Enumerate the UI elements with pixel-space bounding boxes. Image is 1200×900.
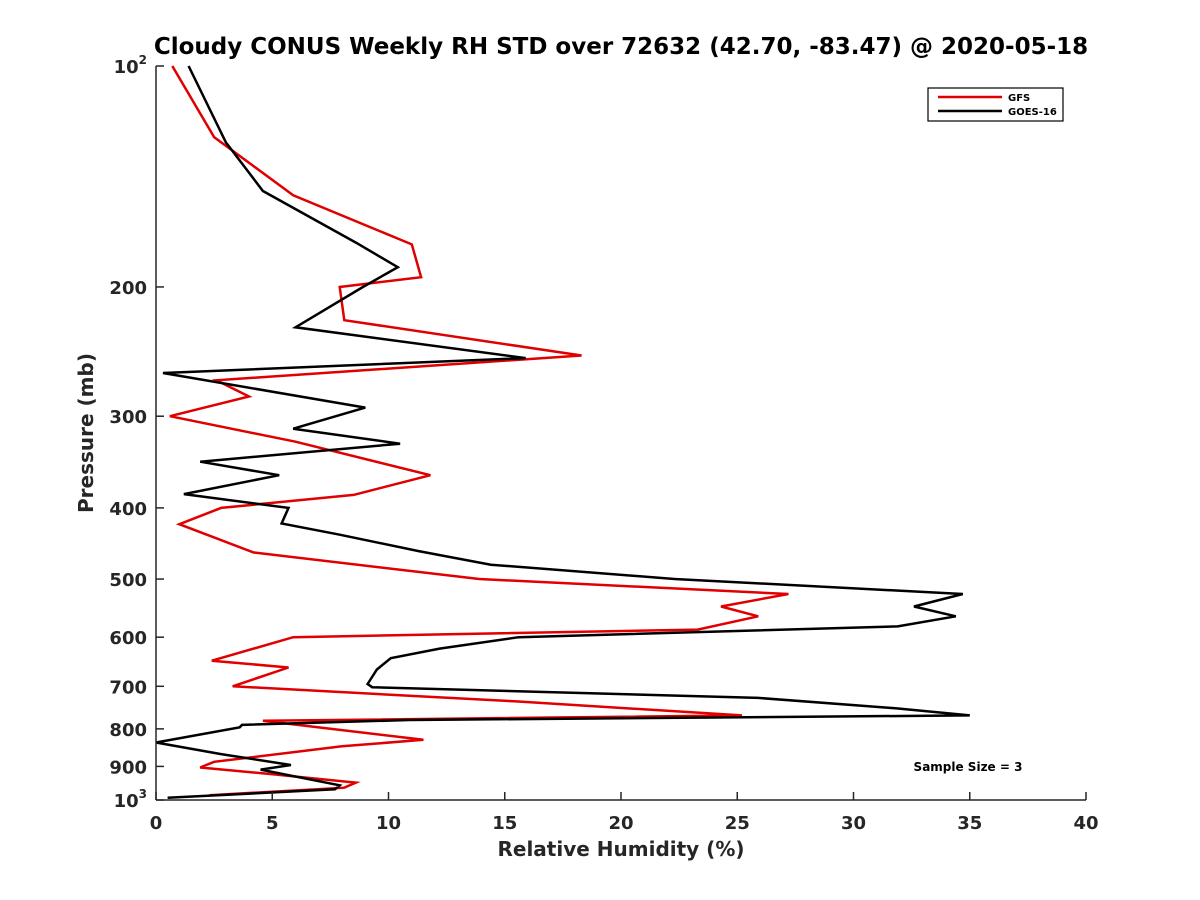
x-tick-label: 10 bbox=[376, 813, 401, 834]
y-tick-label: 500 bbox=[109, 570, 147, 591]
x-ticks: 0 5 10 15 20 25 30 35 40 bbox=[150, 792, 1099, 834]
y-tick-label: 600 bbox=[109, 628, 147, 649]
plot-area bbox=[155, 65, 970, 800]
x-tick-label: 15 bbox=[492, 813, 517, 834]
x-tick-label: 40 bbox=[1073, 813, 1098, 834]
y-ticks: 102 200 300 400 500 600 700 800 900 103 bbox=[109, 53, 164, 812]
x-tick-label: 25 bbox=[725, 813, 750, 834]
x-tick-label: 30 bbox=[841, 813, 866, 834]
x-axis-label: Relative Humidity (%) bbox=[497, 837, 744, 861]
y-tick-label: 200 bbox=[109, 278, 147, 299]
legend-goes16-label: GOES-16 bbox=[1008, 107, 1057, 118]
sample-size-annotation: Sample Size = 3 bbox=[914, 760, 1023, 774]
x-tick-label: 35 bbox=[957, 813, 982, 834]
x-tick-label: 0 bbox=[150, 813, 163, 834]
series-line-goes16 bbox=[155, 65, 970, 800]
chart-title: Cloudy CONUS Weekly RH STD over 72632 (4… bbox=[154, 34, 1088, 60]
y-tick-label: 900 bbox=[109, 757, 147, 778]
y-tick-label: 700 bbox=[109, 677, 147, 698]
series-line-gfs bbox=[169, 65, 789, 797]
x-tick-label: 5 bbox=[266, 813, 279, 834]
x-tick-label: 20 bbox=[608, 813, 633, 834]
y-tick-label: 103 bbox=[114, 787, 147, 812]
y-tick-label: 400 bbox=[109, 499, 147, 520]
y-tick-label: 800 bbox=[109, 720, 147, 741]
legend-gfs-label: GFS bbox=[1008, 93, 1030, 104]
y-axis-label: Pressure (mb) bbox=[74, 353, 98, 513]
y-tick-label: 102 bbox=[114, 53, 147, 78]
legend: GFS GOES-16 bbox=[927, 87, 1064, 122]
y-tick-label: 300 bbox=[109, 407, 147, 428]
legend-box bbox=[927, 87, 1064, 122]
